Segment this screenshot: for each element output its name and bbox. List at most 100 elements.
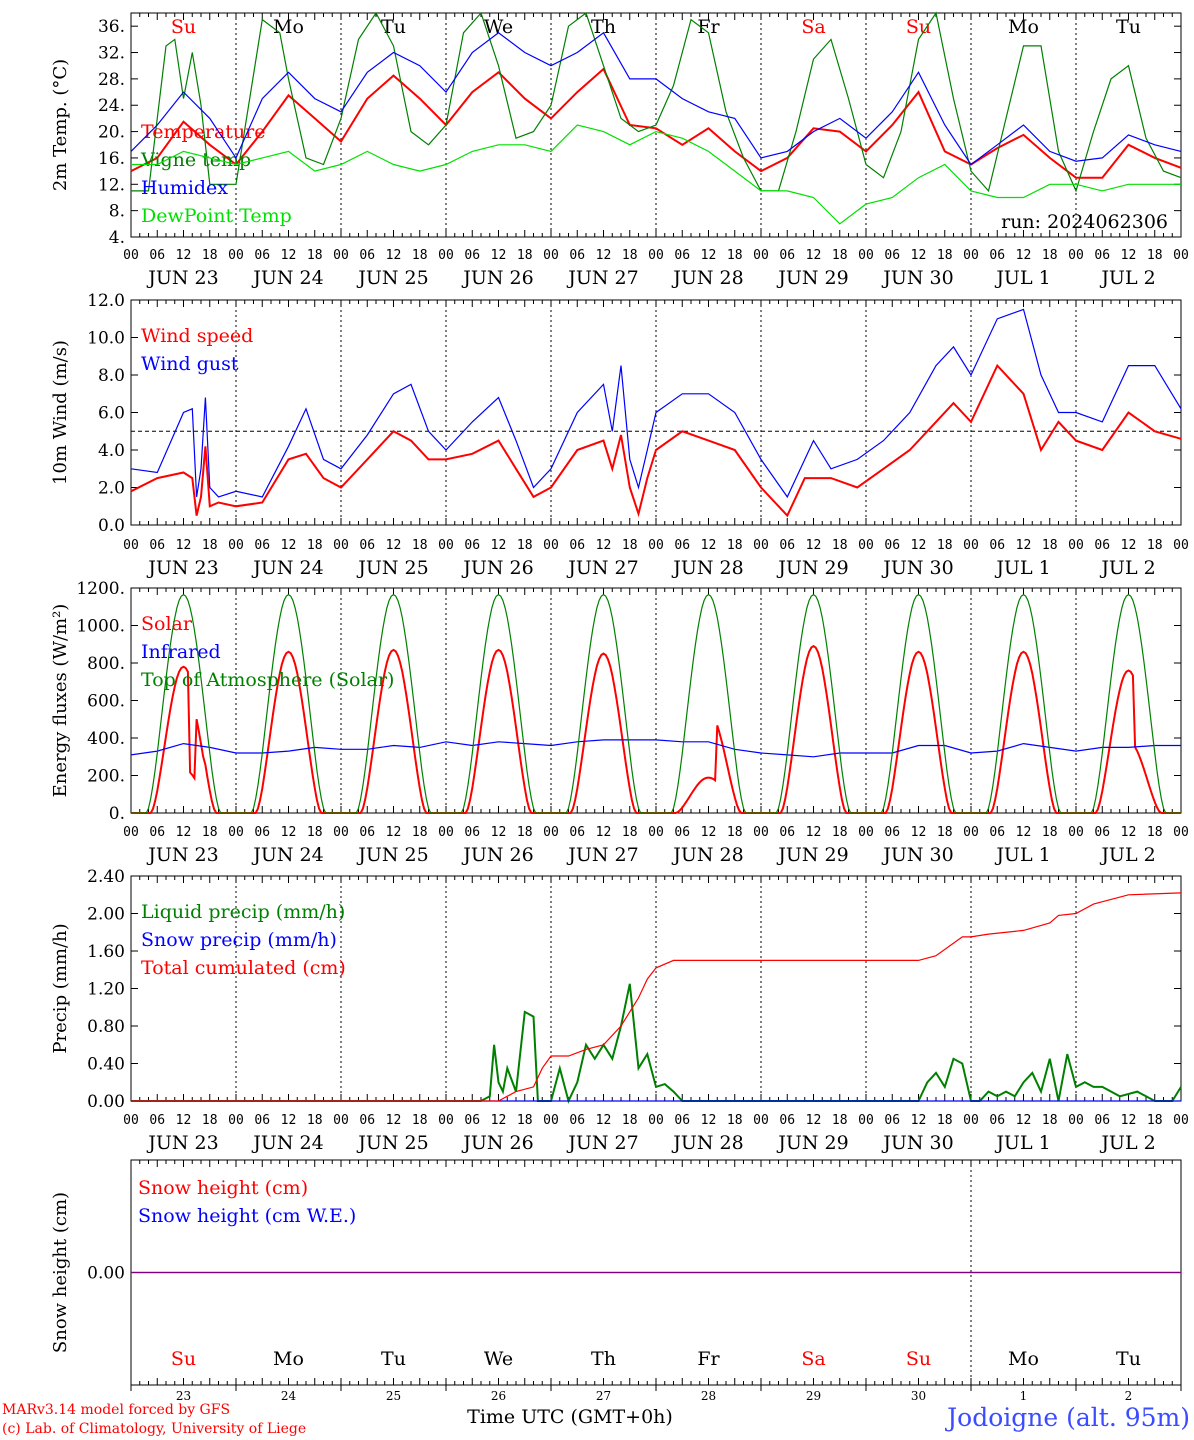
hour-tick-label: 00	[438, 248, 454, 263]
hour-tick-label: 12	[386, 1113, 402, 1128]
day-number-label: 30	[911, 1389, 926, 1403]
hour-tick-label: 00	[333, 538, 349, 553]
hour-tick-label: 06	[359, 1113, 375, 1128]
hour-tick-label: 12	[1121, 538, 1137, 553]
hour-tick-label: 06	[569, 538, 585, 553]
hour-tick-label: 12	[701, 1113, 717, 1128]
hour-tick-label: 00	[753, 825, 769, 840]
legend-entry: Vigne temp	[140, 149, 251, 171]
hour-tick-label: 00	[438, 1113, 454, 1128]
hour-tick-label: 18	[412, 248, 428, 263]
y-tick-label: 0.00	[87, 1092, 125, 1112]
y-tick-label: 2.40	[87, 867, 125, 887]
hour-tick-label: 06	[989, 1113, 1005, 1128]
day-label: JUN 24	[251, 267, 323, 289]
hour-tick-label: 06	[464, 825, 480, 840]
hour-tick-label: 06	[884, 825, 900, 840]
legend-entry: Wind gust	[141, 353, 239, 375]
weekday-label: Th	[591, 1348, 616, 1370]
day-number-label: 29	[806, 1389, 821, 1403]
hour-tick-label: 18	[937, 248, 953, 263]
hour-tick-label: 18	[1147, 538, 1163, 553]
hour-tick-label: 06	[1094, 825, 1110, 840]
hour-tick-label: 12	[1016, 1113, 1032, 1128]
run-label: run: 2024062306	[1001, 211, 1168, 233]
hour-tick-label: 18	[412, 1113, 428, 1128]
day-label: JUN 28	[671, 844, 743, 866]
weekday-label: We	[484, 1348, 513, 1370]
day-number-label: 2	[1125, 1389, 1133, 1403]
day-label: JUN 25	[356, 844, 428, 866]
hour-tick-label: 18	[202, 248, 218, 263]
legend-entry: Wind speed	[141, 325, 253, 347]
hour-tick-label: 06	[1094, 248, 1110, 263]
hour-tick-label: 12	[806, 825, 822, 840]
hour-tick-label: 12	[281, 538, 297, 553]
day-label: JUN 24	[251, 557, 323, 579]
hour-tick-label: 12	[1121, 248, 1137, 263]
hour-tick-label: 12	[911, 1113, 927, 1128]
legend-entry: DewPoint Temp	[141, 205, 292, 227]
hour-tick-label: 18	[622, 825, 638, 840]
hour-tick-label: 06	[569, 825, 585, 840]
legend-entry: Liquid precip (mm/h)	[141, 901, 345, 923]
legend-entry: Snow height (cm)	[138, 1177, 308, 1199]
hour-tick-label: 18	[622, 248, 638, 263]
hour-tick-label: 12	[596, 825, 612, 840]
weekday-label: Mo	[273, 16, 304, 38]
hour-tick-label: 00	[648, 825, 664, 840]
hour-tick-label: 12	[281, 1113, 297, 1128]
hour-tick-label: 06	[149, 248, 165, 263]
hour-tick-label: 00	[123, 1113, 139, 1128]
hour-tick-label: 12	[911, 825, 927, 840]
hour-tick-label: 06	[884, 248, 900, 263]
hour-tick-label: 06	[674, 538, 690, 553]
day-number-label: 28	[701, 1389, 716, 1403]
weekday-label: Mo	[1008, 1348, 1039, 1370]
hour-tick-label: 18	[307, 248, 323, 263]
legend-entry: Top of Atmosphere (Solar)	[141, 669, 394, 691]
hour-tick-label: 06	[779, 248, 795, 263]
hour-tick-label: 18	[832, 538, 848, 553]
weekday-label: We	[484, 16, 513, 38]
day-label: JUN 27	[566, 1132, 638, 1154]
day-label: JUL 1	[994, 557, 1050, 579]
y-tick-label: 4.	[109, 228, 125, 248]
hour-tick-label: 00	[333, 1113, 349, 1128]
day-label: JUN 29	[776, 557, 848, 579]
hour-tick-label: 06	[254, 825, 270, 840]
hour-tick-label: 00	[858, 538, 874, 553]
day-label: JUN 28	[671, 267, 743, 289]
hour-tick-label: 06	[149, 825, 165, 840]
y-tick-label: 1000.	[76, 617, 125, 637]
hour-tick-label: 00	[438, 538, 454, 553]
hour-tick-label: 06	[359, 825, 375, 840]
day-label: JUL 2	[1099, 1132, 1155, 1154]
hour-tick-label: 12	[281, 248, 297, 263]
hour-tick-label: 06	[779, 1113, 795, 1128]
hour-tick-label: 00	[753, 538, 769, 553]
y-tick-label: 1.60	[87, 942, 125, 962]
day-label: JUL 1	[994, 267, 1050, 289]
weekday-label: Th	[591, 16, 616, 38]
day-label: JUN 29	[776, 1132, 848, 1154]
hour-tick-label: 00	[228, 538, 244, 553]
y-tick-label: 6.0	[98, 404, 125, 424]
hour-tick-label: 12	[491, 248, 507, 263]
hour-tick-label: 18	[517, 1113, 533, 1128]
day-label: JUL 1	[994, 844, 1050, 866]
hour-tick-label: 12	[806, 248, 822, 263]
day-label: JUL 2	[1099, 844, 1155, 866]
series-line-humidex	[130, 31, 1182, 166]
day-number-label: 26	[491, 1389, 506, 1403]
hour-tick-label: 00	[333, 825, 349, 840]
series-line-infrared	[130, 739, 1181, 758]
hour-tick-label: 00	[333, 248, 349, 263]
hour-tick-label: 18	[307, 825, 323, 840]
weekday-label: Tu	[381, 1348, 406, 1370]
y-tick-label: 20.	[98, 123, 125, 143]
hour-tick-label: 12	[176, 248, 192, 263]
hour-tick-label: 00	[648, 1113, 664, 1128]
hour-tick-label: 00	[963, 825, 979, 840]
